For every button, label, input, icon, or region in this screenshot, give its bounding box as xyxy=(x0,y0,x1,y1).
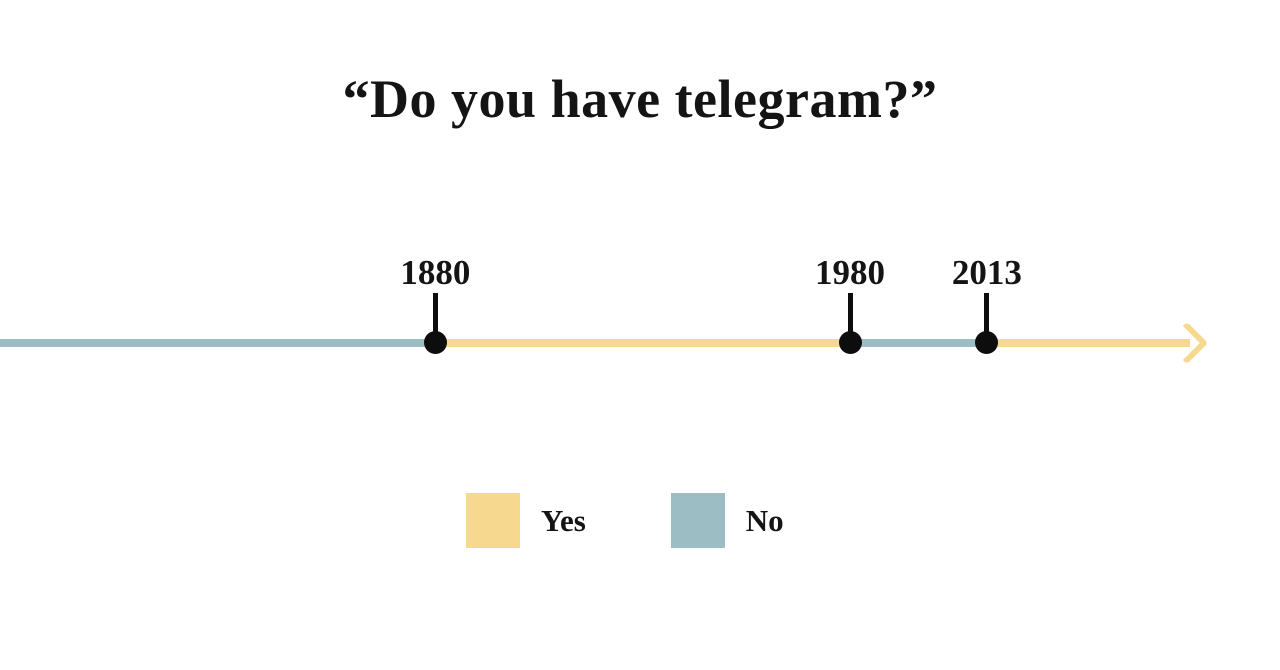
timeline-segment-yes xyxy=(986,339,1190,347)
timeline-segment-no xyxy=(850,339,987,347)
timeline-marker-stem xyxy=(432,293,438,345)
timeline-year-label: 1980 xyxy=(815,253,885,292)
timeline-year-label: 2013 xyxy=(951,253,1022,292)
legend-label-no: No xyxy=(745,502,784,538)
chart-title: “Do you have telegram?” xyxy=(342,69,938,129)
timeline-marker-dot xyxy=(838,331,862,354)
timeline-year-label: 1880 xyxy=(400,253,471,292)
legend-item-yes: Yes xyxy=(466,493,586,548)
legend-swatch-yes xyxy=(466,493,520,548)
legend-item-no: No xyxy=(670,493,784,548)
timeline-marker-dot xyxy=(975,331,999,354)
legend-swatch-no xyxy=(670,493,725,548)
timeline-marker-stem xyxy=(984,293,990,345)
legend-label-yes: Yes xyxy=(541,502,586,538)
timeline-segment-yes xyxy=(435,339,850,347)
timeline-segment-no xyxy=(0,339,436,347)
timeline-marker-dot xyxy=(423,331,447,354)
timeline-marker-stem xyxy=(847,293,853,345)
legend: Yes No xyxy=(466,493,784,548)
